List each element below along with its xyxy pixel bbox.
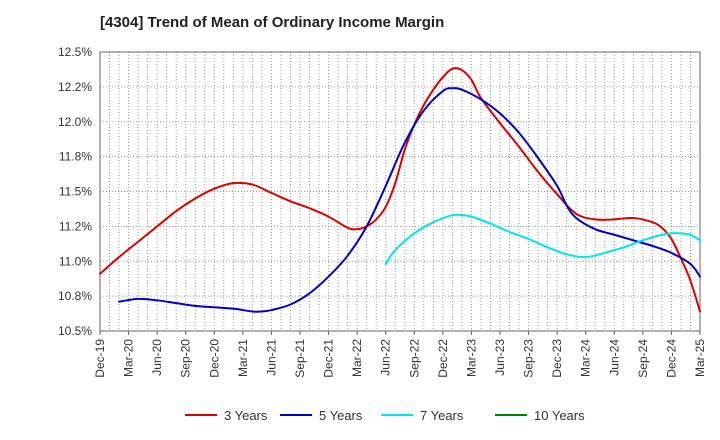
x-tick-label: Mar-22 bbox=[350, 339, 364, 377]
series-line-3-years bbox=[99, 67, 701, 313]
x-tick-label: Jun-22 bbox=[379, 339, 393, 376]
x-tick-label: Jun-21 bbox=[264, 339, 278, 376]
x-tick-label: Sep-20 bbox=[179, 339, 193, 378]
y-tick-label: 11.5% bbox=[59, 185, 92, 199]
x-tick-label: Mar-25 bbox=[693, 339, 707, 377]
y-tick-label: 11.2% bbox=[59, 219, 92, 233]
x-tick-label: Mar-21 bbox=[236, 339, 250, 377]
x-tick-label: Dec-21 bbox=[322, 339, 336, 378]
x-tick-label: Mar-23 bbox=[464, 339, 478, 377]
x-tick-label: Jun-24 bbox=[607, 339, 621, 376]
x-tick-label: Dec-23 bbox=[550, 339, 564, 378]
x-tick-label: Dec-24 bbox=[664, 339, 678, 378]
legend-label-10-years: 10 Years bbox=[534, 408, 585, 423]
y-tick-label: 12.2% bbox=[58, 80, 92, 94]
x-tick-label: Jun-23 bbox=[493, 339, 507, 376]
series-line-7-years bbox=[384, 213, 701, 266]
chart-title: [4304] Trend of Mean of Ordinary Income … bbox=[100, 14, 445, 31]
x-tick-label: Dec-22 bbox=[436, 339, 450, 378]
x-tick-label: Sep-22 bbox=[407, 339, 421, 378]
legend-label-3-years: 3 Years bbox=[224, 408, 268, 423]
legend-label-5-years: 5 Years bbox=[319, 408, 363, 423]
y-tick-label: 12.5% bbox=[58, 45, 92, 59]
y-tick-label: 10.8% bbox=[58, 289, 92, 303]
x-tick-label: Dec-19 bbox=[93, 339, 107, 378]
x-tick-label: Mar-24 bbox=[579, 339, 593, 377]
plot-border bbox=[99, 51, 701, 332]
y-tick-label: 11.8% bbox=[59, 150, 92, 164]
y-tick-label: 12.0% bbox=[58, 115, 92, 129]
x-tick-label: Dec-20 bbox=[207, 339, 221, 378]
x-tick-label: Sep-21 bbox=[293, 339, 307, 378]
x-tick-label: Sep-24 bbox=[636, 339, 650, 378]
x-tick-label: Mar-20 bbox=[122, 339, 136, 377]
y-tick-label: 11.0% bbox=[59, 254, 92, 268]
x-tick-label: Sep-23 bbox=[522, 339, 536, 378]
x-tick-label: Jun-20 bbox=[150, 339, 164, 376]
legend-label-7-years: 7 Years bbox=[420, 408, 464, 423]
y-tick-label: 10.5% bbox=[58, 324, 92, 338]
series-line-5-years bbox=[118, 87, 701, 313]
